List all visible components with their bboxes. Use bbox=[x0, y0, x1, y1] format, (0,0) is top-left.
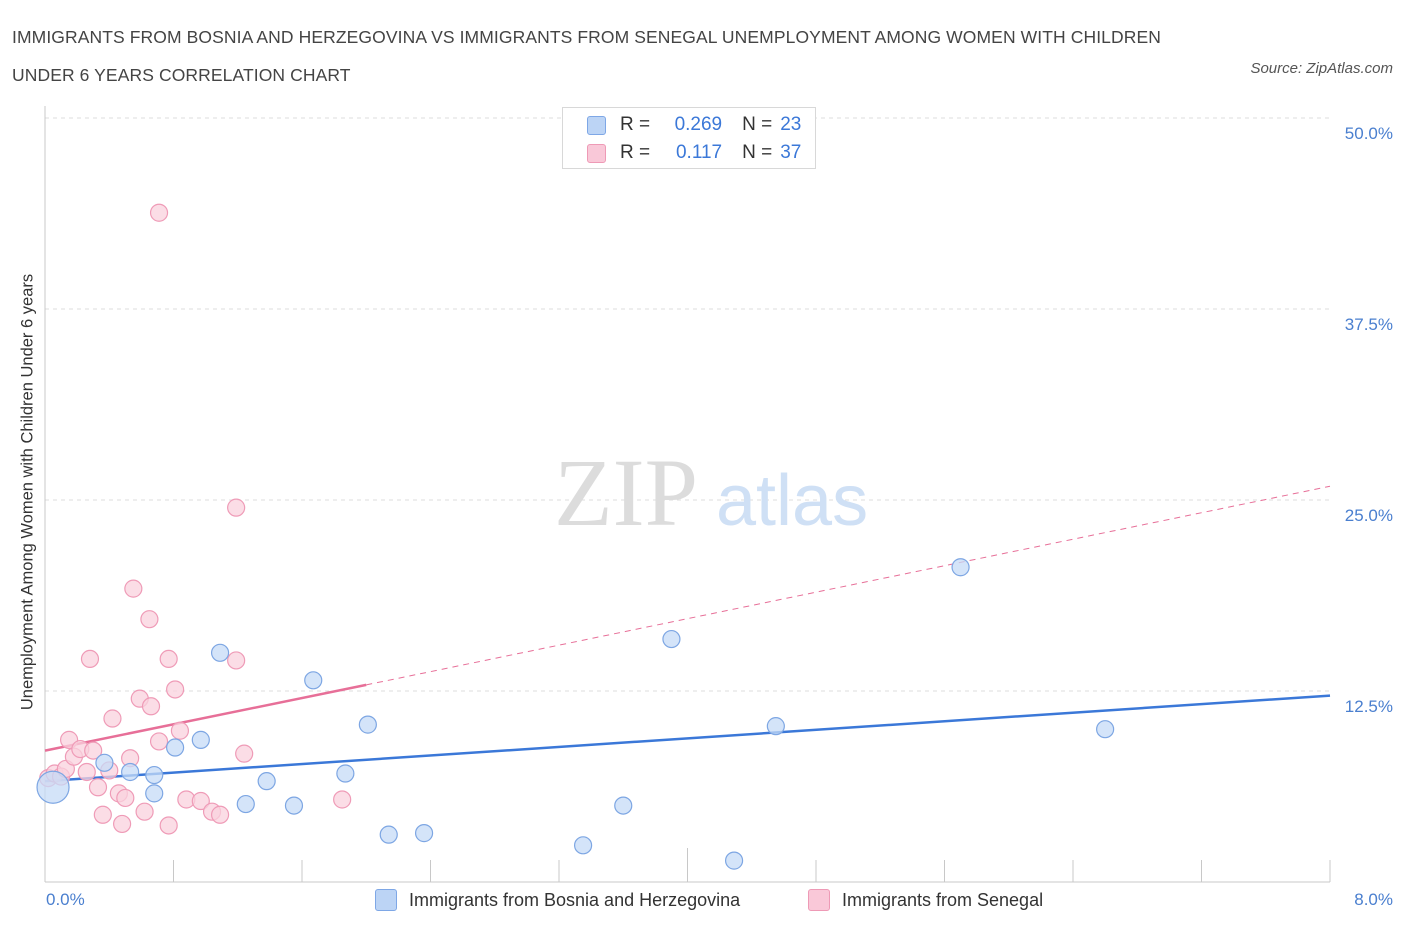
point-bosnia-0 bbox=[36, 770, 70, 804]
point-senegal-26 bbox=[159, 816, 178, 835]
point-bosnia-11 bbox=[304, 671, 323, 690]
watermark-zip: ZIP bbox=[554, 439, 698, 546]
point-bosnia-15 bbox=[414, 824, 434, 843]
point-bosnia-8 bbox=[236, 794, 255, 814]
y-tick-label: 50.0% bbox=[1344, 124, 1393, 143]
point-bosnia-19 bbox=[724, 851, 744, 870]
point-bosnia-7 bbox=[210, 643, 230, 662]
bottom-legend-label-bosnia: Immigrants from Bosnia and Herzegovina bbox=[409, 889, 741, 910]
point-senegal-18 bbox=[124, 579, 143, 598]
point-senegal-27 bbox=[166, 680, 185, 699]
point-bosnia-4 bbox=[145, 784, 164, 803]
trend-line-senegal-1 bbox=[44, 683, 367, 752]
y-tick-label: 37.5% bbox=[1344, 315, 1393, 334]
point-senegal-22 bbox=[141, 697, 161, 716]
legend-row-senegal: R = 0.117 N = 37 bbox=[587, 141, 801, 165]
legend-r-label: R = bbox=[620, 142, 651, 163]
bottom-legend-bosnia: Immigrants from Bosnia and Herzegovina bbox=[375, 889, 740, 911]
bottom-legend-label-senegal: Immigrants from Senegal bbox=[842, 889, 1044, 910]
chart-title: IMMIGRANTS FROM BOSNIA AND HERZEGOVINA V… bbox=[12, 27, 1161, 85]
legend-n-label: N = bbox=[742, 114, 773, 135]
point-bosnia-12 bbox=[336, 764, 355, 783]
point-senegal-28 bbox=[170, 721, 190, 740]
point-bosnia-13 bbox=[358, 715, 377, 734]
y-tick-label: 25.0% bbox=[1344, 506, 1393, 525]
watermark-atlas: atlas bbox=[716, 461, 868, 541]
legend-r-value-bosnia: 0.269 bbox=[674, 114, 723, 135]
point-bosnia-1 bbox=[95, 753, 114, 772]
point-bosnia-5 bbox=[166, 738, 185, 757]
legend-row-bosnia: R = 0.269 N = 23 bbox=[587, 113, 801, 137]
point-senegal-34 bbox=[227, 651, 246, 670]
bottom-legend-swatch-senegal bbox=[808, 889, 830, 911]
point-bosnia-21 bbox=[951, 558, 970, 577]
point-senegal-32 bbox=[210, 805, 230, 824]
point-bosnia-14 bbox=[379, 825, 398, 844]
point-senegal-9 bbox=[84, 741, 103, 760]
point-bosnia-18 bbox=[662, 629, 681, 649]
legend-n-label: N = bbox=[742, 142, 773, 163]
point-senegal-35 bbox=[235, 744, 254, 763]
x-tick-label-min: 0.0% bbox=[46, 890, 85, 909]
point-senegal-8 bbox=[80, 649, 100, 669]
point-senegal-10 bbox=[88, 778, 108, 797]
x-tick-label-max: 8.0% bbox=[1354, 890, 1393, 909]
point-senegal-30 bbox=[191, 791, 210, 811]
gridlines bbox=[45, 117, 1330, 692]
point-senegal-15 bbox=[112, 814, 132, 834]
trend-lines bbox=[44, 485, 1331, 783]
trend-line-bosnia-0 bbox=[44, 694, 1331, 783]
source-label: Source: ZipAtlas.com bbox=[1250, 60, 1393, 77]
legend-r-label: R = bbox=[620, 114, 651, 135]
point-senegal-16 bbox=[116, 788, 135, 808]
point-bosnia-10 bbox=[284, 796, 304, 815]
point-senegal-11 bbox=[93, 805, 112, 824]
point-senegal-33 bbox=[227, 498, 246, 517]
point-bosnia-2 bbox=[121, 762, 140, 782]
point-senegal-36 bbox=[333, 790, 352, 809]
point-senegal-20 bbox=[135, 802, 154, 821]
bottom-legend-swatch-bosnia bbox=[375, 889, 397, 911]
axes bbox=[44, 106, 1331, 883]
legend-swatch-bosnia bbox=[587, 115, 606, 135]
point-bosnia-17 bbox=[614, 796, 633, 815]
y-tick-label: 12.5% bbox=[1344, 697, 1393, 716]
point-senegal-23 bbox=[149, 732, 169, 751]
legend-r-value-senegal: 0.117 bbox=[675, 142, 723, 163]
point-bosnia-9 bbox=[257, 772, 276, 791]
data-points bbox=[36, 203, 1115, 870]
legend-swatch-senegal bbox=[587, 143, 606, 163]
point-bosnia-16 bbox=[573, 836, 593, 855]
point-bosnia-22 bbox=[1096, 720, 1115, 739]
point-senegal-21 bbox=[140, 610, 159, 629]
legend: R = 0.269 N = 23 R = 0.117 N = 37 bbox=[562, 107, 816, 169]
point-bosnia-20 bbox=[766, 717, 785, 736]
point-senegal-7 bbox=[77, 762, 96, 782]
legend-n-value-senegal: 37 bbox=[780, 142, 802, 163]
point-bosnia-3 bbox=[145, 765, 164, 785]
legend-n-value-bosnia: 23 bbox=[780, 114, 802, 135]
bottom-legend-senegal: Immigrants from Senegal bbox=[808, 889, 1043, 911]
point-senegal-25 bbox=[159, 649, 178, 669]
point-senegal-13 bbox=[103, 709, 122, 728]
point-bosnia-6 bbox=[191, 730, 210, 749]
point-senegal-24 bbox=[149, 203, 169, 222]
